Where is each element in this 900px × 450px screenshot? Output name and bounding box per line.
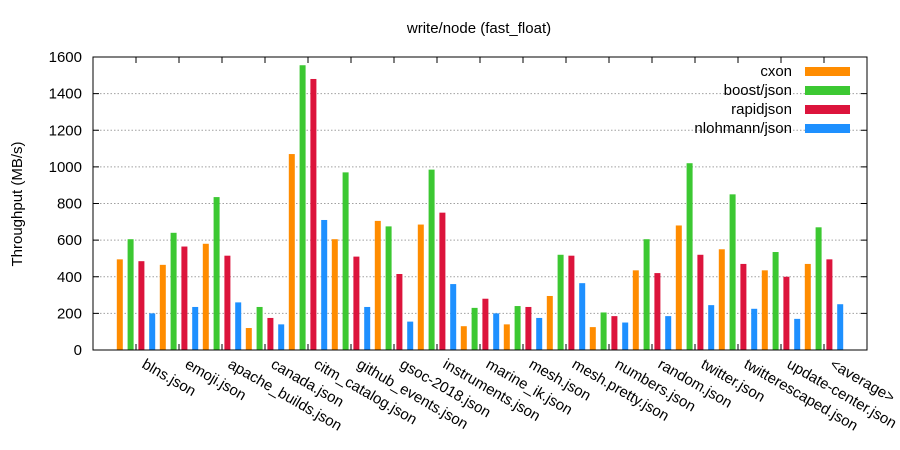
bar bbox=[288, 154, 295, 350]
y-axis-label: Throughput (MB/s) bbox=[9, 141, 26, 266]
y-tick-label: 0 bbox=[74, 342, 82, 359]
bar bbox=[181, 246, 188, 350]
bar bbox=[740, 263, 747, 350]
axes bbox=[92, 56, 868, 351]
bar bbox=[546, 295, 553, 350]
x-ticks: blns.jsonemoji.jsonapache_builds.jsoncan… bbox=[139, 356, 899, 435]
bar bbox=[697, 254, 704, 350]
bar bbox=[568, 255, 575, 350]
plot-frame bbox=[92, 56, 868, 351]
chart-title: write/node (fast_float) bbox=[406, 20, 551, 37]
y-tick-label: 800 bbox=[57, 196, 82, 213]
bar bbox=[557, 254, 564, 350]
bar bbox=[342, 172, 349, 350]
bar bbox=[428, 169, 435, 350]
bar bbox=[138, 261, 145, 350]
bar bbox=[321, 219, 328, 350]
bar bbox=[310, 78, 317, 350]
bar bbox=[439, 212, 446, 350]
bar bbox=[256, 306, 263, 350]
bar bbox=[417, 224, 424, 350]
bar bbox=[600, 312, 607, 350]
bar bbox=[783, 276, 790, 350]
gridlines bbox=[93, 93, 867, 314]
bar bbox=[514, 306, 521, 350]
legend-swatch bbox=[805, 67, 850, 76]
bar bbox=[202, 243, 209, 350]
bar bbox=[826, 259, 833, 350]
bar bbox=[471, 307, 478, 350]
bar bbox=[708, 305, 715, 350]
bar bbox=[675, 225, 682, 350]
bar bbox=[460, 326, 467, 350]
legend-label: rapidjson bbox=[731, 101, 792, 118]
bar bbox=[235, 302, 242, 350]
legend-swatch bbox=[805, 105, 850, 114]
bar bbox=[192, 306, 199, 350]
bars bbox=[116, 65, 844, 350]
bar bbox=[761, 270, 768, 350]
bar bbox=[482, 298, 489, 350]
legend-label: boost/json bbox=[724, 82, 792, 99]
bar bbox=[837, 304, 844, 350]
bar bbox=[589, 327, 596, 350]
bar bbox=[503, 324, 510, 350]
bar bbox=[450, 284, 457, 350]
bar bbox=[643, 239, 650, 350]
bar bbox=[525, 306, 532, 350]
bar bbox=[170, 232, 177, 350]
bar bbox=[278, 324, 285, 350]
bar bbox=[364, 306, 371, 350]
bar bbox=[622, 322, 629, 350]
y-tick-label: 600 bbox=[57, 232, 82, 249]
bar bbox=[579, 283, 586, 350]
bar bbox=[353, 256, 360, 350]
bar bbox=[396, 274, 403, 350]
bar bbox=[127, 239, 134, 350]
bar bbox=[536, 317, 543, 350]
bar bbox=[331, 239, 338, 350]
bar bbox=[493, 313, 500, 350]
bar bbox=[299, 65, 306, 350]
bar bbox=[159, 264, 166, 350]
bar bbox=[751, 308, 758, 350]
y-tick-label: 1600 bbox=[49, 49, 82, 66]
bar bbox=[267, 317, 274, 350]
bar bbox=[149, 313, 156, 350]
bar bbox=[794, 318, 801, 350]
bar bbox=[611, 316, 618, 350]
bar bbox=[374, 220, 381, 350]
bar bbox=[815, 227, 822, 350]
legend-label: nlohmann/json bbox=[694, 120, 792, 137]
bar bbox=[224, 255, 231, 350]
y-tick-label: 1000 bbox=[49, 159, 82, 176]
legend-label: cxon bbox=[760, 63, 792, 80]
y-tick-label: 1400 bbox=[49, 86, 82, 103]
bar bbox=[385, 226, 392, 350]
y-tick-label: 200 bbox=[57, 305, 82, 322]
y-tick-label: 400 bbox=[57, 269, 82, 286]
bar bbox=[213, 197, 220, 350]
bar bbox=[686, 163, 693, 350]
bar bbox=[772, 252, 779, 350]
legend-swatch bbox=[805, 124, 850, 133]
legend-swatch bbox=[805, 86, 850, 95]
bar bbox=[729, 194, 736, 350]
bar bbox=[245, 328, 252, 350]
y-tick-label: 1200 bbox=[49, 122, 82, 139]
bar bbox=[632, 270, 639, 350]
bar bbox=[665, 316, 672, 350]
bar bbox=[654, 273, 661, 350]
bar bbox=[116, 259, 123, 350]
y-ticks: 0 200 400 600 800 1000 1200 1400 1600 bbox=[49, 49, 82, 359]
bar bbox=[718, 249, 725, 350]
legend: cxon boost/json rapidjson nlohmann/json bbox=[694, 63, 850, 137]
bar bbox=[804, 263, 811, 350]
bar bbox=[407, 321, 414, 350]
